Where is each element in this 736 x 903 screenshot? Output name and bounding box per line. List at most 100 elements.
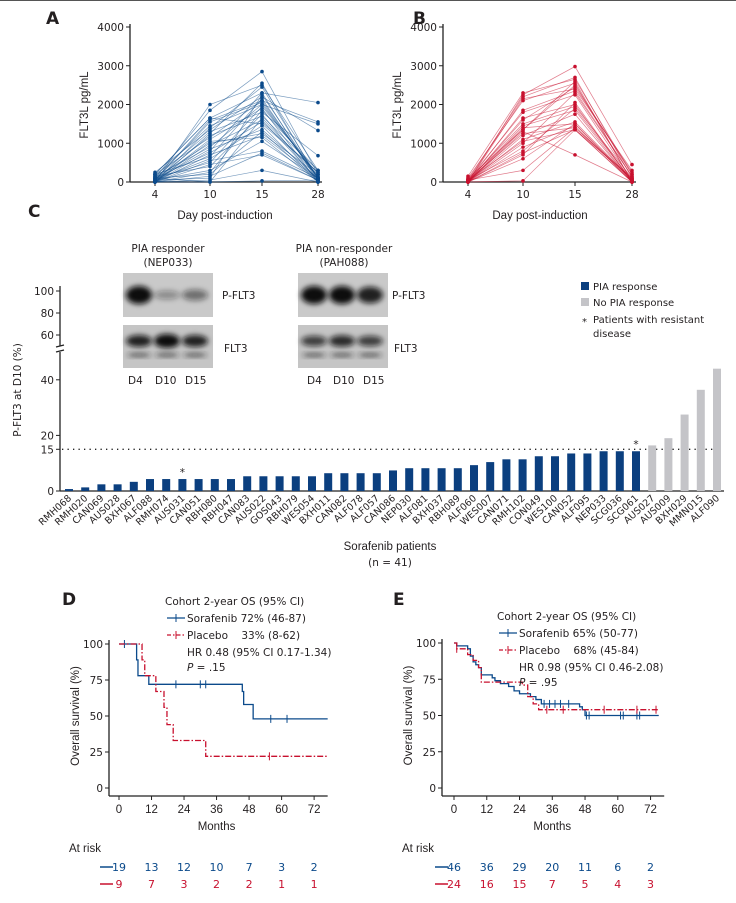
x-tick-label: 4 bbox=[465, 189, 472, 201]
data-point bbox=[208, 120, 212, 124]
series-line bbox=[467, 121, 633, 183]
data-point bbox=[260, 96, 264, 101]
series-line bbox=[467, 123, 633, 183]
c-ylabel: P-FLT3 at D10 (%) bbox=[12, 343, 24, 437]
data-point bbox=[208, 139, 212, 144]
at-risk-sorafenib: 19 bbox=[112, 861, 126, 874]
at-risk-sorafenib: 10 bbox=[210, 861, 224, 874]
x-tick-label: 4 bbox=[152, 189, 159, 201]
data-point bbox=[521, 153, 525, 157]
y-tick-label: 0 bbox=[47, 486, 54, 498]
data-point bbox=[521, 118, 525, 122]
y-tick-label: 50 bbox=[423, 711, 436, 723]
data-point bbox=[260, 112, 264, 116]
x-tick-label: 15 bbox=[568, 189, 581, 201]
blot-responder-lane-d10: D10 bbox=[155, 375, 176, 387]
data-point bbox=[208, 180, 212, 184]
data-point bbox=[521, 168, 525, 173]
bar bbox=[648, 445, 657, 491]
band bbox=[155, 353, 179, 357]
p-value-text: = .15 bbox=[193, 662, 225, 674]
data-point bbox=[153, 172, 157, 177]
series-line bbox=[154, 94, 319, 181]
y-tick-label: 2000 bbox=[97, 100, 124, 112]
y-tick-label: 80 bbox=[41, 308, 54, 320]
data-point bbox=[208, 116, 212, 120]
data-point bbox=[630, 180, 634, 184]
at-risk-placebo: 1 bbox=[278, 878, 285, 891]
c-legend: PIA response No PIA response * Patients … bbox=[581, 282, 704, 340]
data-point bbox=[573, 83, 577, 87]
x-tick-label: 36 bbox=[546, 804, 559, 816]
placebo-curve bbox=[119, 643, 328, 757]
data-point bbox=[260, 122, 264, 126]
blot-responder: PIA responder (NEP033) P-FLT3 FLT3 D4 D1… bbox=[123, 243, 255, 387]
series-line bbox=[467, 104, 633, 183]
x-tick-label: 0 bbox=[116, 804, 122, 816]
y-tick-label: 4000 bbox=[97, 22, 124, 34]
blot-nonresponder-title: PIA non-responder bbox=[296, 243, 393, 255]
series-line bbox=[467, 76, 633, 181]
at-risk-sorafenib: 29 bbox=[513, 861, 527, 874]
bar bbox=[162, 479, 171, 491]
blot-responder-lane-d15: D15 bbox=[185, 375, 206, 387]
bar bbox=[291, 476, 300, 491]
bar bbox=[81, 487, 90, 491]
a-ylabel: FLT3L pg/mL bbox=[79, 71, 91, 139]
series-line bbox=[467, 82, 633, 183]
band bbox=[183, 353, 207, 357]
series-line bbox=[154, 100, 319, 181]
band bbox=[357, 335, 383, 347]
bar bbox=[567, 453, 576, 491]
bar bbox=[324, 473, 333, 491]
blot-nonresponder: PIA non-responder (PAH088) P-FLT3 FLT3 D… bbox=[296, 243, 426, 387]
data-point bbox=[466, 180, 470, 184]
at-risk-placebo: 1 bbox=[311, 878, 318, 891]
at-risk-placebo: 24 bbox=[447, 878, 461, 891]
at-risk-placebo: 3 bbox=[181, 878, 188, 891]
series-line bbox=[154, 137, 319, 183]
at-risk-placebo: 2 bbox=[213, 878, 220, 891]
data-point bbox=[260, 85, 264, 89]
hazard-ratio: HR 0.48 (95% CI 0.17-1.34) bbox=[187, 647, 331, 659]
band bbox=[182, 335, 208, 347]
data-point bbox=[260, 93, 264, 97]
y-tick-label: 60 bbox=[41, 330, 54, 342]
band bbox=[126, 335, 152, 347]
series-line bbox=[467, 127, 633, 181]
x-tick-label: 12 bbox=[145, 804, 158, 816]
bar bbox=[97, 484, 106, 491]
bar bbox=[194, 479, 203, 491]
bar bbox=[308, 476, 316, 491]
blot-responder-pflt3-label: P-FLT3 bbox=[222, 290, 255, 302]
legend-star-icon: * bbox=[582, 317, 587, 328]
data-point bbox=[316, 153, 320, 158]
data-point bbox=[573, 75, 577, 80]
sorafenib-curve bbox=[119, 643, 328, 720]
blot-nonresponder-pflt3-label: P-FLT3 bbox=[392, 290, 425, 302]
bar bbox=[178, 479, 187, 491]
y-tick-label: 0 bbox=[96, 783, 103, 795]
series-line bbox=[467, 129, 633, 183]
legend-sorafenib: Sorafenib 72% (46-87) bbox=[187, 613, 306, 625]
band bbox=[329, 286, 355, 304]
data-point bbox=[208, 102, 212, 107]
y-tick-label: 0 bbox=[117, 177, 124, 189]
bar bbox=[615, 451, 624, 491]
blot-nonresponder-lane-d4: D4 bbox=[307, 375, 322, 387]
y-tick-label: 3000 bbox=[97, 61, 124, 73]
band bbox=[126, 286, 152, 304]
at-risk-sorafenib: 2 bbox=[647, 861, 654, 874]
data-point bbox=[573, 106, 577, 111]
y-tick-label: 25 bbox=[90, 747, 103, 759]
x-axis-label: Months bbox=[533, 821, 571, 833]
bar bbox=[421, 468, 430, 491]
bar bbox=[227, 479, 235, 491]
at-risk-sorafenib: 46 bbox=[447, 861, 461, 874]
y-tick-label: 2000 bbox=[410, 100, 437, 112]
p-symbol: P bbox=[519, 677, 526, 689]
legend-placebo: Placebo 68% (45-84) bbox=[519, 645, 639, 657]
bar bbox=[696, 389, 705, 491]
x-tick-label: 36 bbox=[210, 804, 223, 816]
